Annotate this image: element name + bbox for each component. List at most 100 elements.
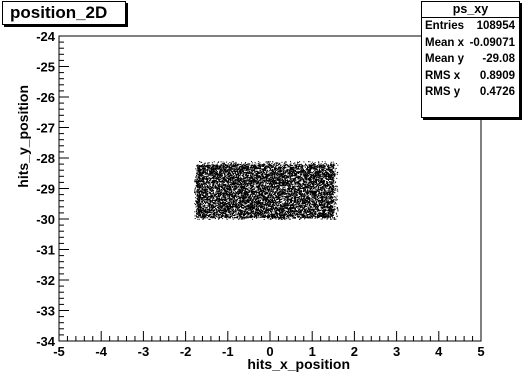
- scatter-point: [207, 181, 209, 183]
- scatter-point: [288, 197, 290, 199]
- scatter-point: [225, 203, 227, 205]
- scatter-point: [260, 197, 262, 199]
- scatter-point: [310, 183, 312, 185]
- scatter-point: [234, 169, 236, 171]
- scatter-point: [299, 203, 301, 204]
- scatter-point: [205, 208, 207, 209]
- scatter-point: [253, 183, 255, 185]
- scatter-point: [283, 163, 285, 165]
- scatter-point: [297, 215, 299, 217]
- scatter-point: [244, 169, 246, 171]
- scatter-point: [257, 217, 259, 219]
- scatter-point: [219, 168, 220, 170]
- scatter-point: [334, 192, 336, 194]
- scatter-point: [327, 199, 329, 201]
- scatter-point: [266, 161, 268, 163]
- scatter-point: [292, 173, 294, 175]
- scatter-point: [200, 202, 202, 204]
- scatter-point: [266, 205, 267, 207]
- scatter-point: [222, 169, 224, 171]
- scatter-point: [195, 180, 197, 182]
- scatter-point: [278, 186, 280, 188]
- scatter-point: [206, 200, 208, 202]
- scatter-point: [332, 182, 334, 184]
- scatter-point: [198, 166, 200, 168]
- scatter-point: [232, 168, 234, 170]
- scatter-point: [294, 204, 296, 206]
- scatter-point: [320, 185, 321, 186]
- scatter-point: [299, 161, 301, 163]
- scatter-point: [209, 181, 211, 183]
- scatter-point: [245, 181, 247, 183]
- scatter-point: [279, 215, 281, 217]
- scatter-point: [205, 182, 207, 184]
- scatter-point: [194, 192, 196, 194]
- scatter-point: [337, 190, 339, 192]
- scatter-point: [250, 217, 252, 219]
- scatter-point: [242, 218, 244, 220]
- scatter-point: [231, 193, 233, 194]
- scatter-point: [299, 175, 301, 177]
- scatter-point: [201, 191, 203, 193]
- scatter-point: [220, 205, 222, 207]
- scatter-point: [246, 203, 248, 205]
- scatter-point: [266, 168, 268, 170]
- scatter-point: [312, 210, 314, 212]
- scatter-point: [215, 173, 217, 175]
- scatter-point: [333, 210, 335, 212]
- scatter-point: [222, 180, 224, 182]
- scatter-point: [204, 212, 206, 214]
- scatter-point: [226, 198, 228, 200]
- scatter-point: [323, 196, 325, 198]
- scatter-point: [226, 177, 228, 179]
- scatter-point: [324, 183, 326, 185]
- scatter-point: [279, 188, 281, 190]
- scatter-point: [325, 206, 327, 207]
- scatter-point: [204, 176, 205, 178]
- scatter-point: [335, 167, 337, 169]
- scatter-point: [231, 179, 233, 181]
- scatter-point: [323, 180, 324, 182]
- scatter-point: [265, 182, 267, 184]
- scatter-point: [333, 211, 335, 213]
- scatter-point: [292, 181, 293, 183]
- scatter-point: [273, 187, 275, 189]
- scatter-point: [333, 186, 335, 188]
- scatter-point: [261, 198, 263, 200]
- scatter-point: [308, 200, 310, 202]
- scatter-point: [196, 203, 198, 205]
- scatter-point: [297, 197, 299, 199]
- scatter-point: [254, 171, 256, 173]
- scatter-point: [283, 180, 285, 182]
- scatter-point: [209, 206, 211, 208]
- scatter-point: [333, 163, 335, 165]
- scatter-point: [331, 182, 333, 184]
- scatter-point: [199, 194, 201, 196]
- scatter-point: [271, 185, 272, 186]
- scatter-point: [286, 195, 288, 197]
- scatter-point: [251, 197, 252, 199]
- scatter-point: [300, 191, 302, 193]
- scatter-point: [275, 180, 277, 181]
- scatter-point: [322, 178, 324, 180]
- scatter-point: [279, 171, 281, 173]
- scatter-point: [281, 178, 283, 180]
- scatter-point: [218, 211, 220, 213]
- scatter-point: [299, 187, 301, 189]
- scatter-point: [301, 216, 303, 218]
- scatter-point: [259, 185, 260, 187]
- scatter-point: [224, 208, 226, 210]
- scatter-point: [332, 176, 334, 178]
- scatter-point: [333, 175, 335, 177]
- scatter-point: [284, 177, 286, 179]
- scatter-point: [317, 165, 319, 166]
- scatter-point: [253, 193, 255, 195]
- scatter-point: [299, 213, 301, 215]
- scatter-point: [272, 170, 274, 172]
- scatter-point: [333, 173, 335, 175]
- scatter-point: [205, 178, 207, 180]
- scatter-point: [232, 172, 233, 174]
- scatter-point: [334, 182, 336, 184]
- scatter-point: [213, 217, 215, 219]
- scatter-point: [207, 162, 209, 164]
